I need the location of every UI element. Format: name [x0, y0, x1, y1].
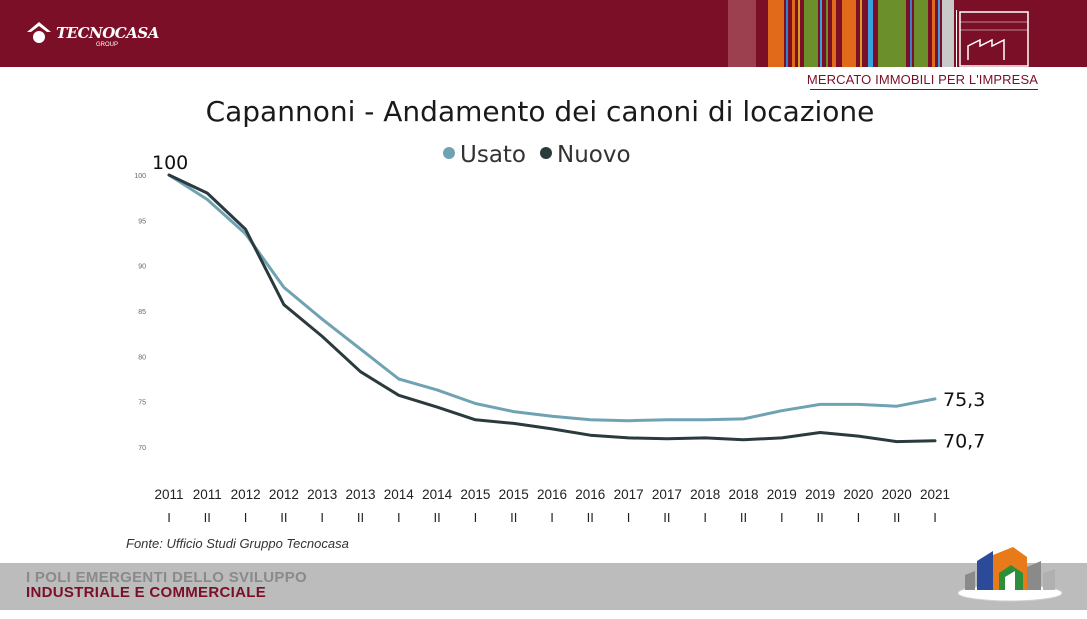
- legend-label-usato: Usato: [460, 142, 526, 168]
- x-tick-year: 2017: [614, 487, 644, 502]
- x-tick-half: II: [587, 510, 594, 525]
- x-tick-half: I: [244, 510, 248, 525]
- chart-legend: Usato Nuovo: [443, 142, 631, 168]
- x-tick-year: 2019: [805, 487, 835, 502]
- x-tick-year: 2011: [193, 487, 222, 502]
- x-tick-year: 2014: [384, 487, 415, 502]
- x-tick-half: II: [433, 510, 440, 525]
- x-tick-year: 2013: [345, 487, 375, 502]
- x-tick-half: II: [280, 510, 287, 525]
- y-tick-label: 100: [134, 173, 146, 180]
- y-tick-label: 80: [138, 354, 146, 361]
- x-tick-half: I: [703, 510, 707, 525]
- end-value-label-usato: 75,3: [943, 389, 985, 411]
- x-tick-year: 2021: [920, 487, 950, 502]
- color-stripes-decoration: [728, 0, 1058, 67]
- x-tick-year: 2014: [422, 487, 453, 502]
- x-tick-half: II: [204, 510, 211, 525]
- x-tick-year: 2016: [575, 487, 605, 502]
- y-tick-label: 90: [138, 264, 146, 271]
- section-label: MERCATO IMMOBILI PER L'IMPRESA: [806, 72, 1038, 87]
- x-tick-year: 2020: [843, 487, 873, 502]
- x-tick-year: 2018: [690, 487, 720, 502]
- series-line-usato: [167, 173, 937, 423]
- x-tick-half: I: [857, 510, 861, 525]
- x-axis: 2011I2011II2012I2012II2013I2013II2014I20…: [154, 487, 950, 525]
- x-tick-year: 2017: [652, 487, 682, 502]
- start-value-label: 100: [152, 152, 188, 174]
- x-tick-half: I: [167, 510, 171, 525]
- x-tick-year: 2018: [728, 487, 758, 502]
- house-logo-icon: [27, 22, 51, 43]
- x-tick-year: 2019: [767, 487, 797, 502]
- x-tick-half: I: [780, 510, 784, 525]
- rent-trend-line-chart: Capannoni - Andamento dei canoni di loca…: [134, 95, 985, 525]
- x-tick-half: II: [740, 510, 747, 525]
- brand-logo[interactable]: TECNOCASA: [26, 20, 159, 46]
- y-axis: 100 95 90 85 80 75 70: [134, 173, 146, 452]
- x-tick-half: I: [550, 510, 554, 525]
- y-tick-label: 85: [138, 309, 146, 316]
- buildings-logo-icon: [957, 547, 1063, 602]
- x-tick-year: 2015: [460, 487, 490, 502]
- y-tick-label: 95: [138, 218, 146, 225]
- chart-series: [167, 173, 937, 444]
- x-tick-year: 2011: [154, 487, 183, 502]
- x-tick-half: II: [893, 510, 900, 525]
- x-tick-half: II: [510, 510, 517, 525]
- y-tick-label: 75: [138, 400, 146, 407]
- x-tick-year: 2015: [499, 487, 529, 502]
- source-note: Fonte: Ufficio Studi Gruppo Tecnocasa: [126, 536, 349, 551]
- chart-title: Capannoni - Andamento dei canoni di loca…: [206, 95, 875, 128]
- x-tick-half: II: [663, 510, 670, 525]
- series-line-nuovo: [167, 173, 937, 444]
- chart-annotations: 100 75,3 70,7: [152, 152, 985, 453]
- x-tick-half: II: [357, 510, 364, 525]
- x-tick-half: II: [816, 510, 823, 525]
- x-tick-half: I: [474, 510, 478, 525]
- section-rule: [810, 89, 1038, 90]
- brand-sub: GROUP: [96, 42, 119, 48]
- top-banner: TECNOCASA GROUP: [0, 0, 1087, 67]
- x-tick-year: 2020: [882, 487, 912, 502]
- legend-marker-nuovo: [540, 147, 552, 159]
- legend-marker-usato: [443, 147, 455, 159]
- x-tick-year: 2012: [269, 487, 299, 502]
- footer-title-line1: I POLI EMERGENTI DELLO SVILUPPO: [26, 569, 307, 586]
- x-tick-year: 2016: [537, 487, 567, 502]
- x-tick-half: I: [933, 510, 937, 525]
- footer-title-line2: INDUSTRIALE E COMMERCIALE: [26, 584, 266, 601]
- y-tick-label: 70: [138, 445, 146, 452]
- end-value-label-nuovo: 70,7: [943, 431, 985, 453]
- x-tick-year: 2012: [231, 487, 261, 502]
- x-tick-half: I: [627, 510, 631, 525]
- x-tick-year: 2013: [307, 487, 337, 502]
- brand-name: TECNOCASA: [56, 24, 159, 42]
- x-tick-half: I: [320, 510, 324, 525]
- x-tick-half: I: [397, 510, 401, 525]
- legend-label-nuovo: Nuovo: [557, 142, 631, 168]
- footer-bar: [0, 563, 1087, 610]
